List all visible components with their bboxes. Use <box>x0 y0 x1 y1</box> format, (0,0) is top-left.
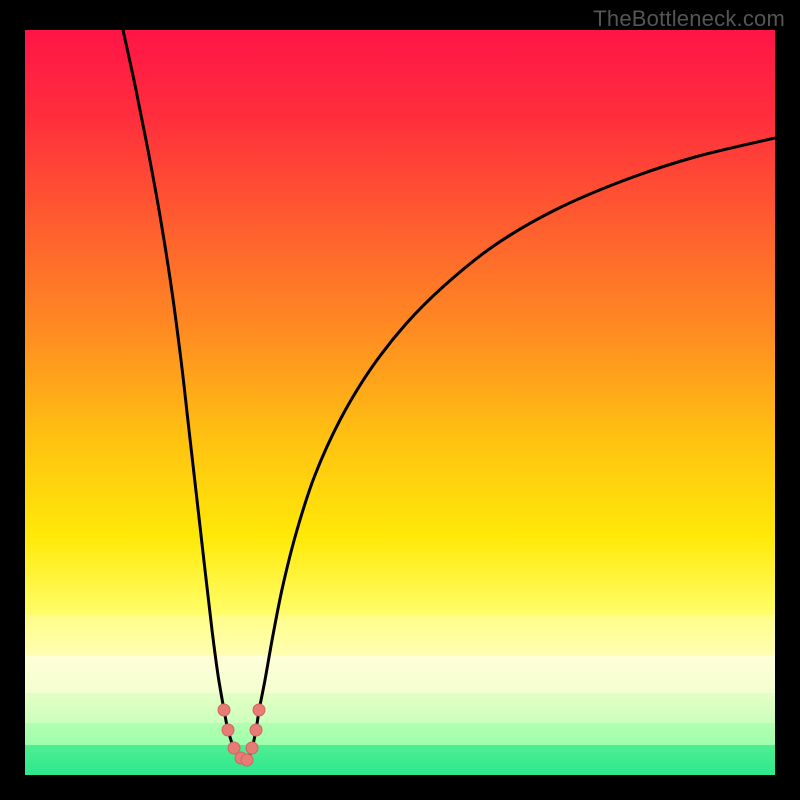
curve-marker <box>253 704 265 716</box>
plot-area <box>25 30 775 775</box>
right-curve <box>259 138 775 710</box>
left-curve <box>123 30 224 710</box>
watermark-text: TheBottleneck.com <box>593 6 785 32</box>
curve-marker <box>241 754 253 766</box>
curve-marker <box>218 704 230 716</box>
marker-group <box>218 704 265 766</box>
chart-frame: TheBottleneck.com <box>0 0 800 800</box>
curve-layer <box>25 30 775 775</box>
curve-marker <box>250 724 262 736</box>
curve-marker <box>246 742 258 754</box>
curve-marker <box>222 724 234 736</box>
